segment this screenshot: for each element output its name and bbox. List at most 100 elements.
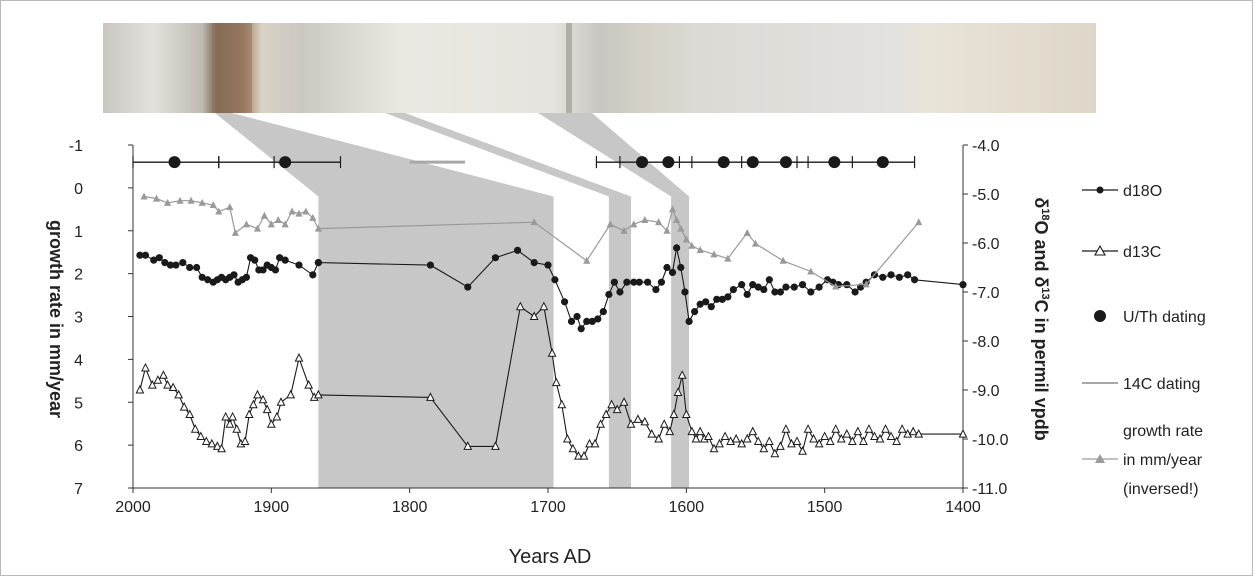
data-point [309,271,317,279]
data-point [738,281,746,289]
uth-date-point [828,156,841,169]
data-point [718,295,726,303]
data-point [253,389,262,399]
data-point [464,283,472,291]
data-point [713,295,721,303]
data-point [251,256,259,264]
data-point [140,192,148,200]
data-point [853,426,863,436]
data-point [895,273,903,281]
data-point [179,259,187,267]
x-tick-label: 1900 [254,499,290,516]
data-point [309,213,317,221]
data-point [726,436,736,445]
data-point [644,278,652,286]
data-point [215,207,223,215]
data-point [881,424,890,433]
y-right-tick-label: -11.0 [972,481,1007,498]
data-point [313,389,323,399]
data-point [294,353,304,362]
legend-label-growth-2: in mm/year [1123,452,1203,469]
uth-date-point [168,156,181,169]
data-point [585,438,594,448]
legend-item-c14: 14C dating [1082,376,1200,393]
data-point [731,433,741,443]
data-point [281,220,289,228]
data-point [272,411,282,421]
data-point [147,380,157,389]
data-point [174,389,184,399]
data-point [274,216,282,224]
legend-label-growth-3: (inversed!) [1123,481,1199,498]
data-point [823,276,832,284]
uth-date-point [746,156,759,169]
y-right-tick-label: -7.0 [972,285,1000,302]
data-point [682,235,690,243]
legend-label-d18o: d18O [1123,183,1162,200]
x-tick-label: 1600 [669,499,705,516]
data-point [655,218,663,226]
data-point [590,438,600,448]
data-point [809,433,819,443]
uth-date-point [636,156,649,169]
data-point [557,399,567,409]
data-point [748,426,758,436]
data-point [630,220,638,228]
data-point [240,436,250,445]
data-point [230,271,238,279]
data-point [864,424,874,433]
data-point [276,397,286,406]
x-tick-label: 2000 [115,499,151,516]
y-right-tick-label: -5.0 [972,187,1000,204]
data-point [737,438,747,448]
data-point [743,290,751,299]
data-point [751,239,760,247]
data-point [759,443,769,453]
shaded-band-3 [538,113,690,488]
data-point [314,259,322,267]
data-point [695,426,705,436]
data-point [903,429,913,438]
data-point [551,276,559,284]
data-point [724,293,732,301]
data-point [702,298,710,306]
data-point [847,436,857,445]
data-point [179,402,189,411]
data-point [314,224,322,232]
data-point [776,288,785,296]
y-left-tick-label: 4 [74,352,83,369]
data-point [798,446,807,455]
legend: d18O d13C U/Th dating 14C dating growth … [1082,183,1206,498]
data-point [260,211,269,219]
data-point [908,426,918,436]
data-point [225,419,235,428]
uth-date-point [779,156,792,169]
data-point [190,424,200,433]
data-point [599,308,607,316]
data-point [851,288,859,296]
data-point [807,267,815,275]
data-point [798,281,807,289]
data-point [668,205,677,213]
data-point [295,261,303,269]
data-point [583,256,591,264]
data-point [696,300,704,308]
data-point [601,409,611,418]
data-point [688,241,696,249]
legend-item-uth: U/Th dating [1094,309,1206,326]
data-point [959,281,967,289]
data-point [619,397,629,406]
data-point [544,261,552,269]
data-point [186,263,194,272]
y-right-tick-label: -10.0 [972,432,1009,449]
data-point [562,433,572,443]
y-left-tick-label: 6 [74,438,83,455]
data-point [630,278,638,286]
y-left-tick-label: 0 [74,181,83,198]
legend-item-growth: growth rate in mm/year (inversed!) [1082,423,1203,498]
data-point [858,436,868,445]
series-growth [140,192,923,290]
data-point [781,424,791,433]
core-image [103,23,1096,113]
data-point [910,276,919,284]
